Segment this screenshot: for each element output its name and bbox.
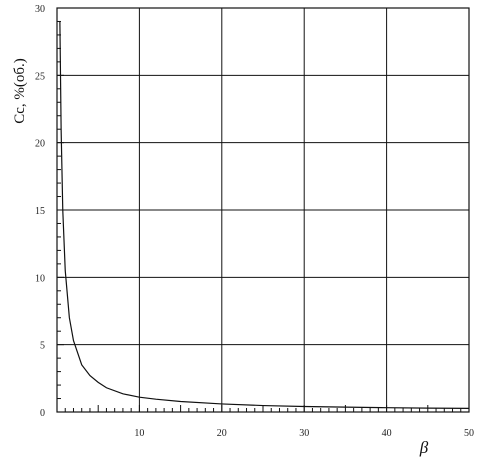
x-tick-label: 10 [134,428,144,439]
y-tick-label: 30 [35,4,45,15]
x-axis-label: β [419,438,429,457]
grid [57,7,470,413]
y-tick-label: 5 [40,341,45,352]
plot-frame [56,7,470,413]
y-axis-label: Cc, %(об.) [12,58,28,124]
y-tick-label: 15 [35,206,45,217]
plot-area [56,7,470,413]
x-tick-label: 40 [382,428,392,439]
y-tick-label: 25 [35,71,45,82]
y-tick-label: 0 [40,408,45,419]
x-tick-label: 50 [464,428,474,439]
y-tick-labels: 0 5 10 15 20 25 30 [35,4,45,419]
x-tick-label: 30 [299,428,309,439]
x-tick-labels: 10 20 30 40 50 [134,428,474,439]
x-tick-label: 20 [217,428,227,439]
y-tick-label: 10 [35,273,45,284]
y-tick-label: 20 [35,139,45,150]
series-line [59,21,470,409]
